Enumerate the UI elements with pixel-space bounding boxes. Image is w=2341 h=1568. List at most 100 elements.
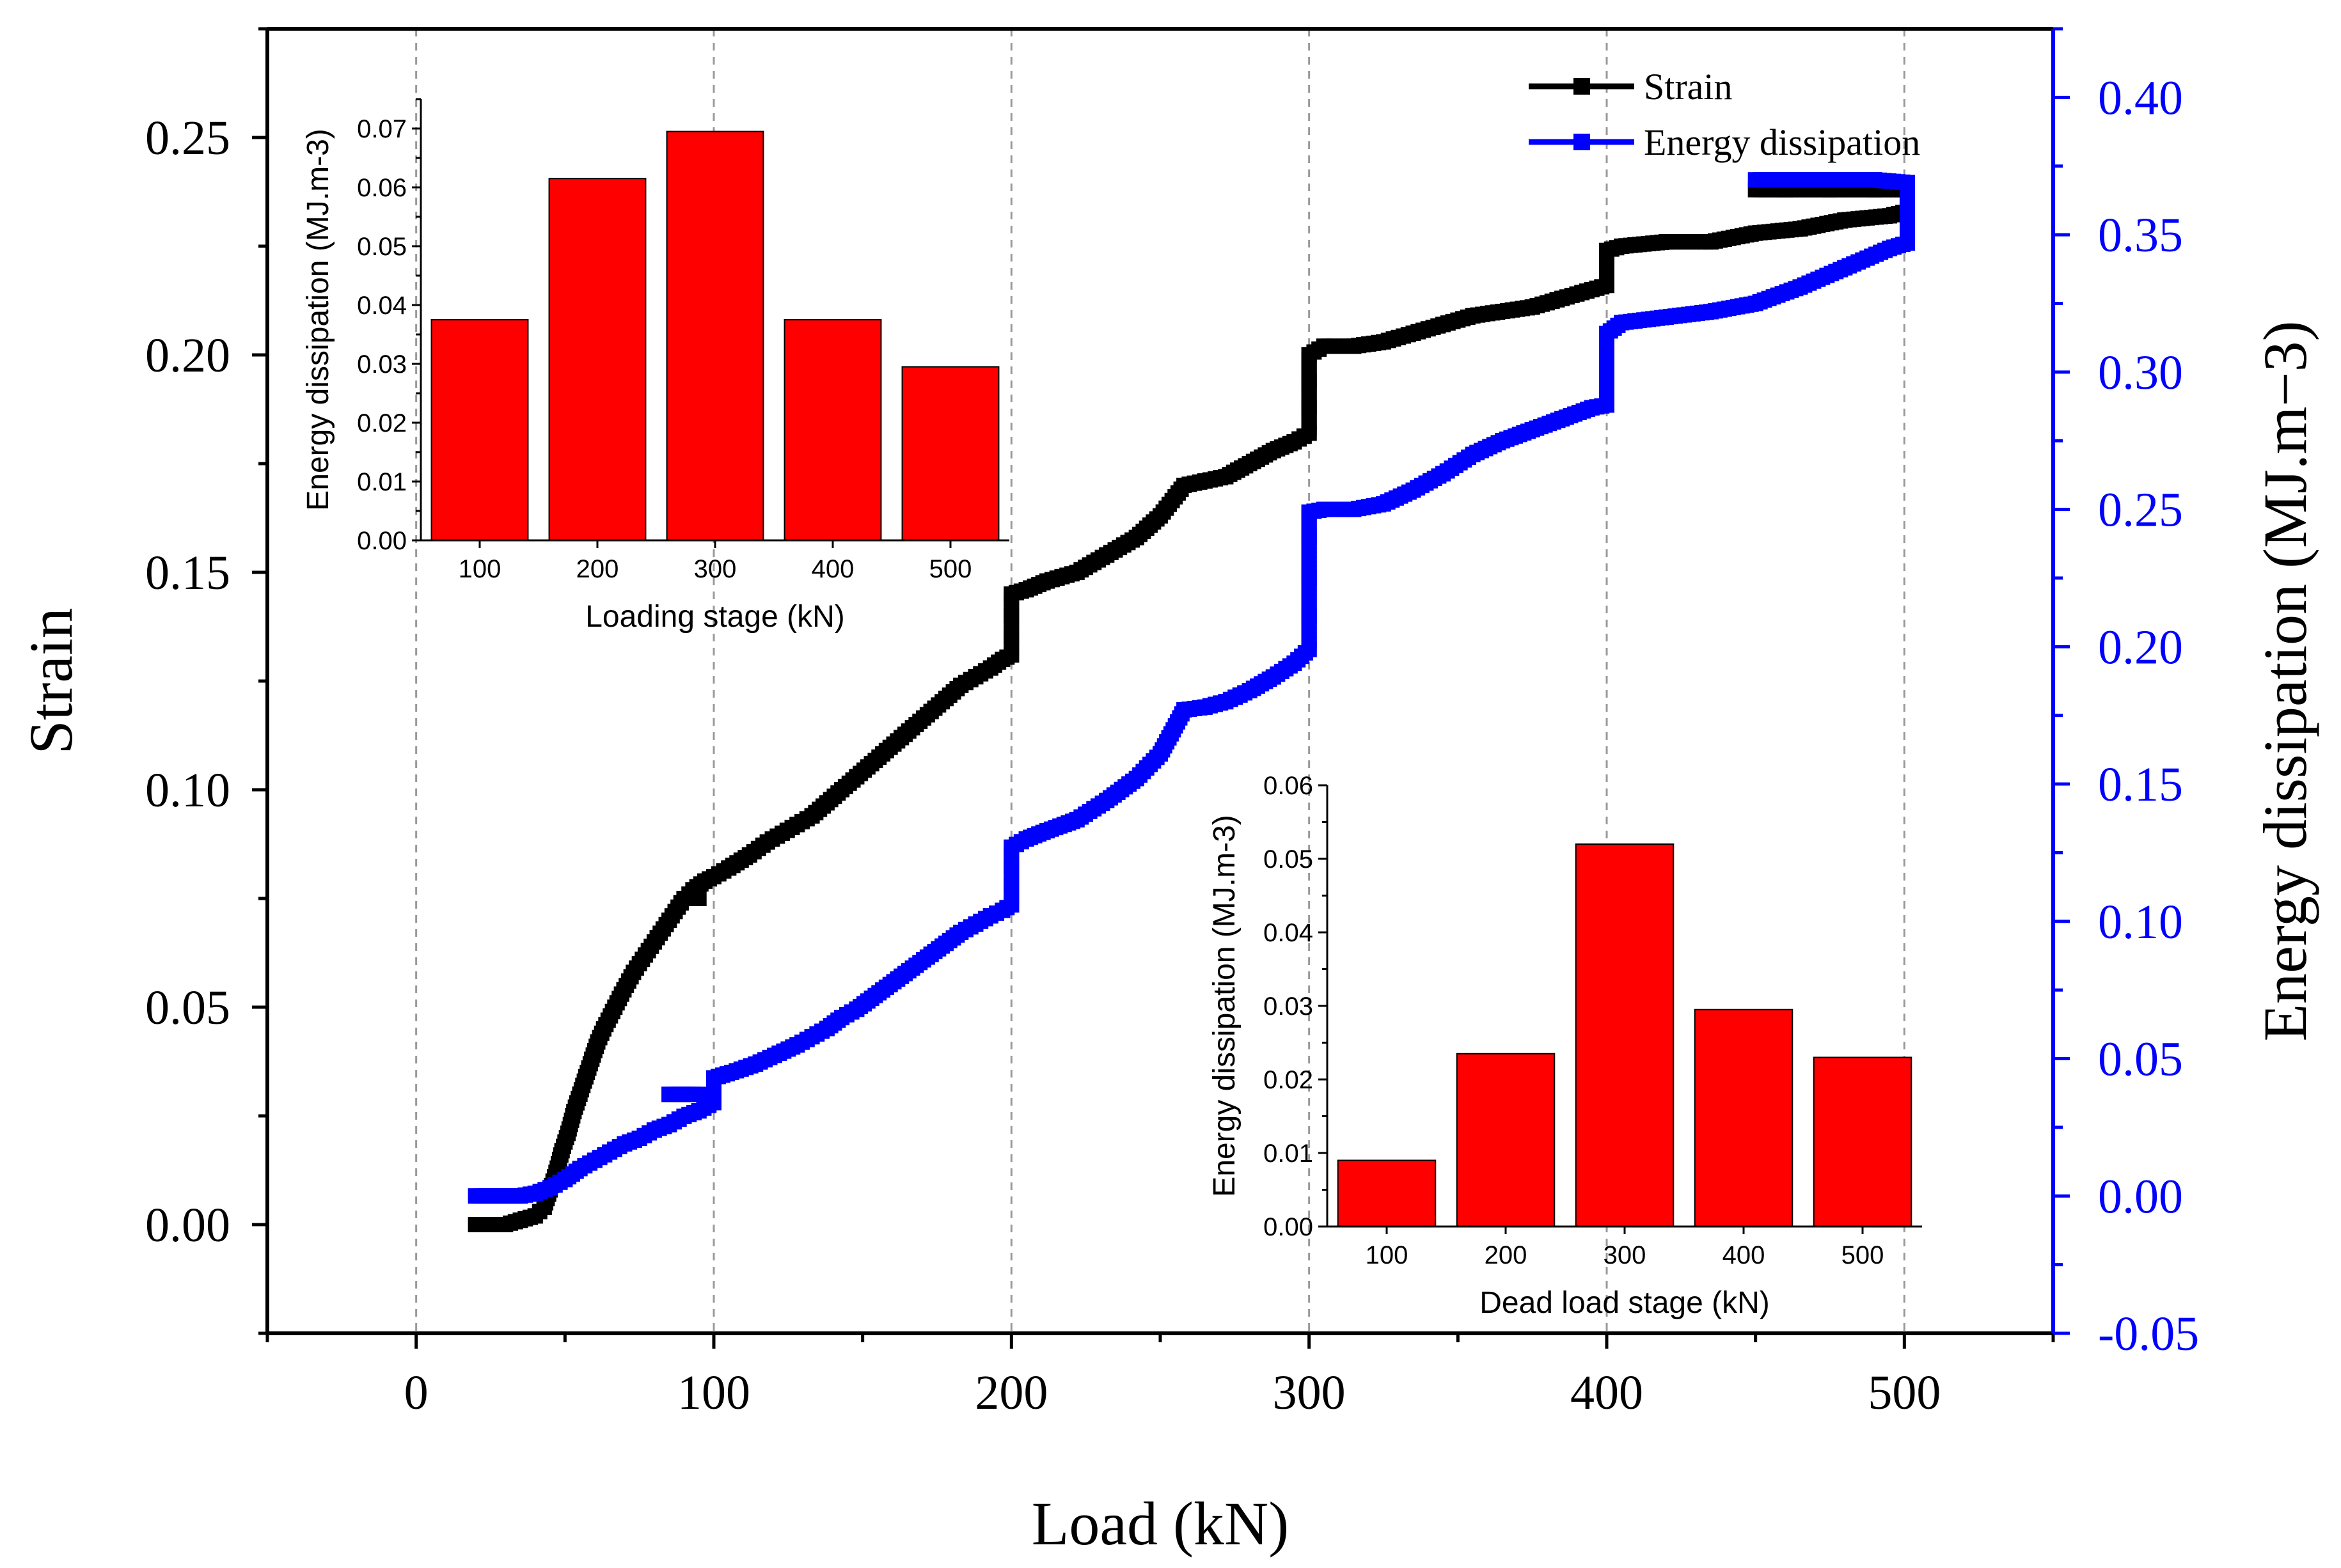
energy-point-70 <box>1599 325 1614 341</box>
energy-point-25 <box>834 1010 850 1026</box>
energy-point-57 <box>1301 504 1317 520</box>
energy-point-31 <box>923 946 939 962</box>
strain-point-0 <box>468 1217 484 1232</box>
inset-y-tick-label-3: 0.03 <box>357 350 407 379</box>
strain-point-78 <box>1614 239 1630 254</box>
energy-point-26 <box>849 1001 865 1017</box>
y2-tick-label-0: -0.05 <box>2098 1307 2199 1361</box>
energy-point-62 <box>1435 466 1451 482</box>
y2-tick-label-2: 0.05 <box>2098 1033 2183 1086</box>
strain-point-51 <box>1069 565 1085 580</box>
inset-y-tick-label-4: 0.04 <box>1263 919 1313 947</box>
strain-point-61 <box>1301 425 1317 441</box>
energy-point-69 <box>1599 364 1614 380</box>
energy-point-20 <box>748 1056 764 1072</box>
inset-y-axis-title: Energy dissipation (MJ.m-3) <box>301 129 335 511</box>
inset-y-tick-label-6: 0.06 <box>1263 772 1313 800</box>
energy-point-67 <box>1584 400 1600 416</box>
inset-x-tick-label-100: 100 <box>459 555 501 583</box>
strain-point-68 <box>1405 325 1421 341</box>
inset-x-tick-label-200: 200 <box>576 555 619 583</box>
energy-point-58 <box>1316 501 1332 517</box>
energy-point-12 <box>646 1122 662 1138</box>
energy-point-8 <box>587 1152 603 1168</box>
strain-point-81 <box>1747 225 1763 241</box>
x-tick-label-200: 200 <box>975 1366 1048 1420</box>
bar-500 <box>1813 1056 1912 1227</box>
strain-point-84 <box>1882 208 1898 224</box>
strain-point-74 <box>1584 282 1600 297</box>
strain-point-63 <box>1301 373 1317 389</box>
energy-point-7 <box>572 1161 588 1177</box>
y2-tick-label-4: 0.15 <box>2098 758 2183 811</box>
energy-point-43 <box>1069 811 1085 827</box>
energy-point-54 <box>1301 609 1317 625</box>
energy-point-5 <box>542 1180 558 1196</box>
energy-point-16 <box>706 1095 721 1111</box>
energy-point-50 <box>1241 683 1257 699</box>
strain-point-14 <box>590 1034 606 1050</box>
energy-point-14 <box>676 1108 692 1124</box>
energy-point-73 <box>1703 304 1719 320</box>
strain-point-8 <box>554 1143 570 1159</box>
strain-point-5 <box>536 1199 552 1215</box>
energy-point-86 <box>661 1086 677 1102</box>
strain-point-38 <box>908 717 924 732</box>
inset-y-tick-label-4: 0.04 <box>357 292 407 320</box>
bar-200 <box>1456 1053 1556 1227</box>
strain-point-71 <box>1495 304 1511 319</box>
inset-y-tick-label-6: 0.06 <box>357 174 407 202</box>
legend: Strain Energy dissipation <box>1529 66 1920 163</box>
inset-y-tick-label-5: 0.05 <box>357 233 407 261</box>
strain-point-9 <box>560 1125 576 1141</box>
energy-point-6 <box>557 1172 573 1188</box>
strain-point-73 <box>1554 290 1570 306</box>
energy-point-76 <box>1837 260 1853 276</box>
energy-point-19 <box>723 1065 739 1080</box>
energy-point-22 <box>789 1037 805 1053</box>
bar-400 <box>1694 1008 1793 1227</box>
energy-point-71 <box>1614 315 1630 331</box>
x-tick-label-100: 100 <box>677 1366 750 1420</box>
x-tick-label-500: 500 <box>1868 1366 1941 1420</box>
x-tick-label-300: 300 <box>1273 1366 1346 1420</box>
strain-point-49 <box>1018 582 1034 598</box>
energy-point-42 <box>1039 823 1055 839</box>
energy-point-18 <box>706 1070 721 1086</box>
inset-x-axis-title: Dead load stage (kN) <box>1479 1286 1770 1320</box>
strain-point-72 <box>1524 299 1540 315</box>
energy-point-33 <box>953 924 969 940</box>
strain-point-28 <box>759 834 775 850</box>
energy-point-66 <box>1554 411 1570 427</box>
energy-point-59 <box>1346 501 1362 517</box>
strain-point-3 <box>512 1212 528 1228</box>
main-marks <box>468 172 1915 1232</box>
strain-point-35 <box>863 756 879 772</box>
energy-point-49 <box>1218 694 1234 710</box>
energy-point-15 <box>691 1103 707 1119</box>
strain-point-93 <box>691 891 707 906</box>
y2-tick-label-7: 0.30 <box>2098 346 2183 400</box>
strain-point-27 <box>741 847 757 863</box>
inset-y-tick-label-2: 0.02 <box>1263 1066 1313 1094</box>
energy-point-88 <box>691 1086 707 1102</box>
strain-point-77 <box>1599 242 1614 258</box>
strain-point-41 <box>953 677 969 693</box>
bar-100 <box>430 319 529 541</box>
y-tick-label-3: 0.15 <box>145 546 230 600</box>
strain-point-56 <box>1197 473 1213 489</box>
strain-point-52 <box>1099 547 1115 563</box>
y2-tick-label-9: 0.40 <box>2098 71 2183 125</box>
strain-point-30 <box>789 817 805 833</box>
legend-label-0: Strain <box>1644 66 1733 107</box>
x-tick-label-0: 0 <box>404 1366 429 1420</box>
inset-y-tick-label-1: 0.01 <box>1263 1140 1313 1168</box>
strain-point-57 <box>1218 469 1234 485</box>
strain-point-82 <box>1792 221 1808 237</box>
y-tick-label-1: 0.05 <box>145 981 230 1035</box>
strain-point-46 <box>1004 630 1020 645</box>
energy-point-21 <box>771 1045 787 1061</box>
strain-point-1 <box>483 1217 498 1232</box>
strain-point-37 <box>894 730 910 746</box>
strain-point-29 <box>775 826 791 841</box>
